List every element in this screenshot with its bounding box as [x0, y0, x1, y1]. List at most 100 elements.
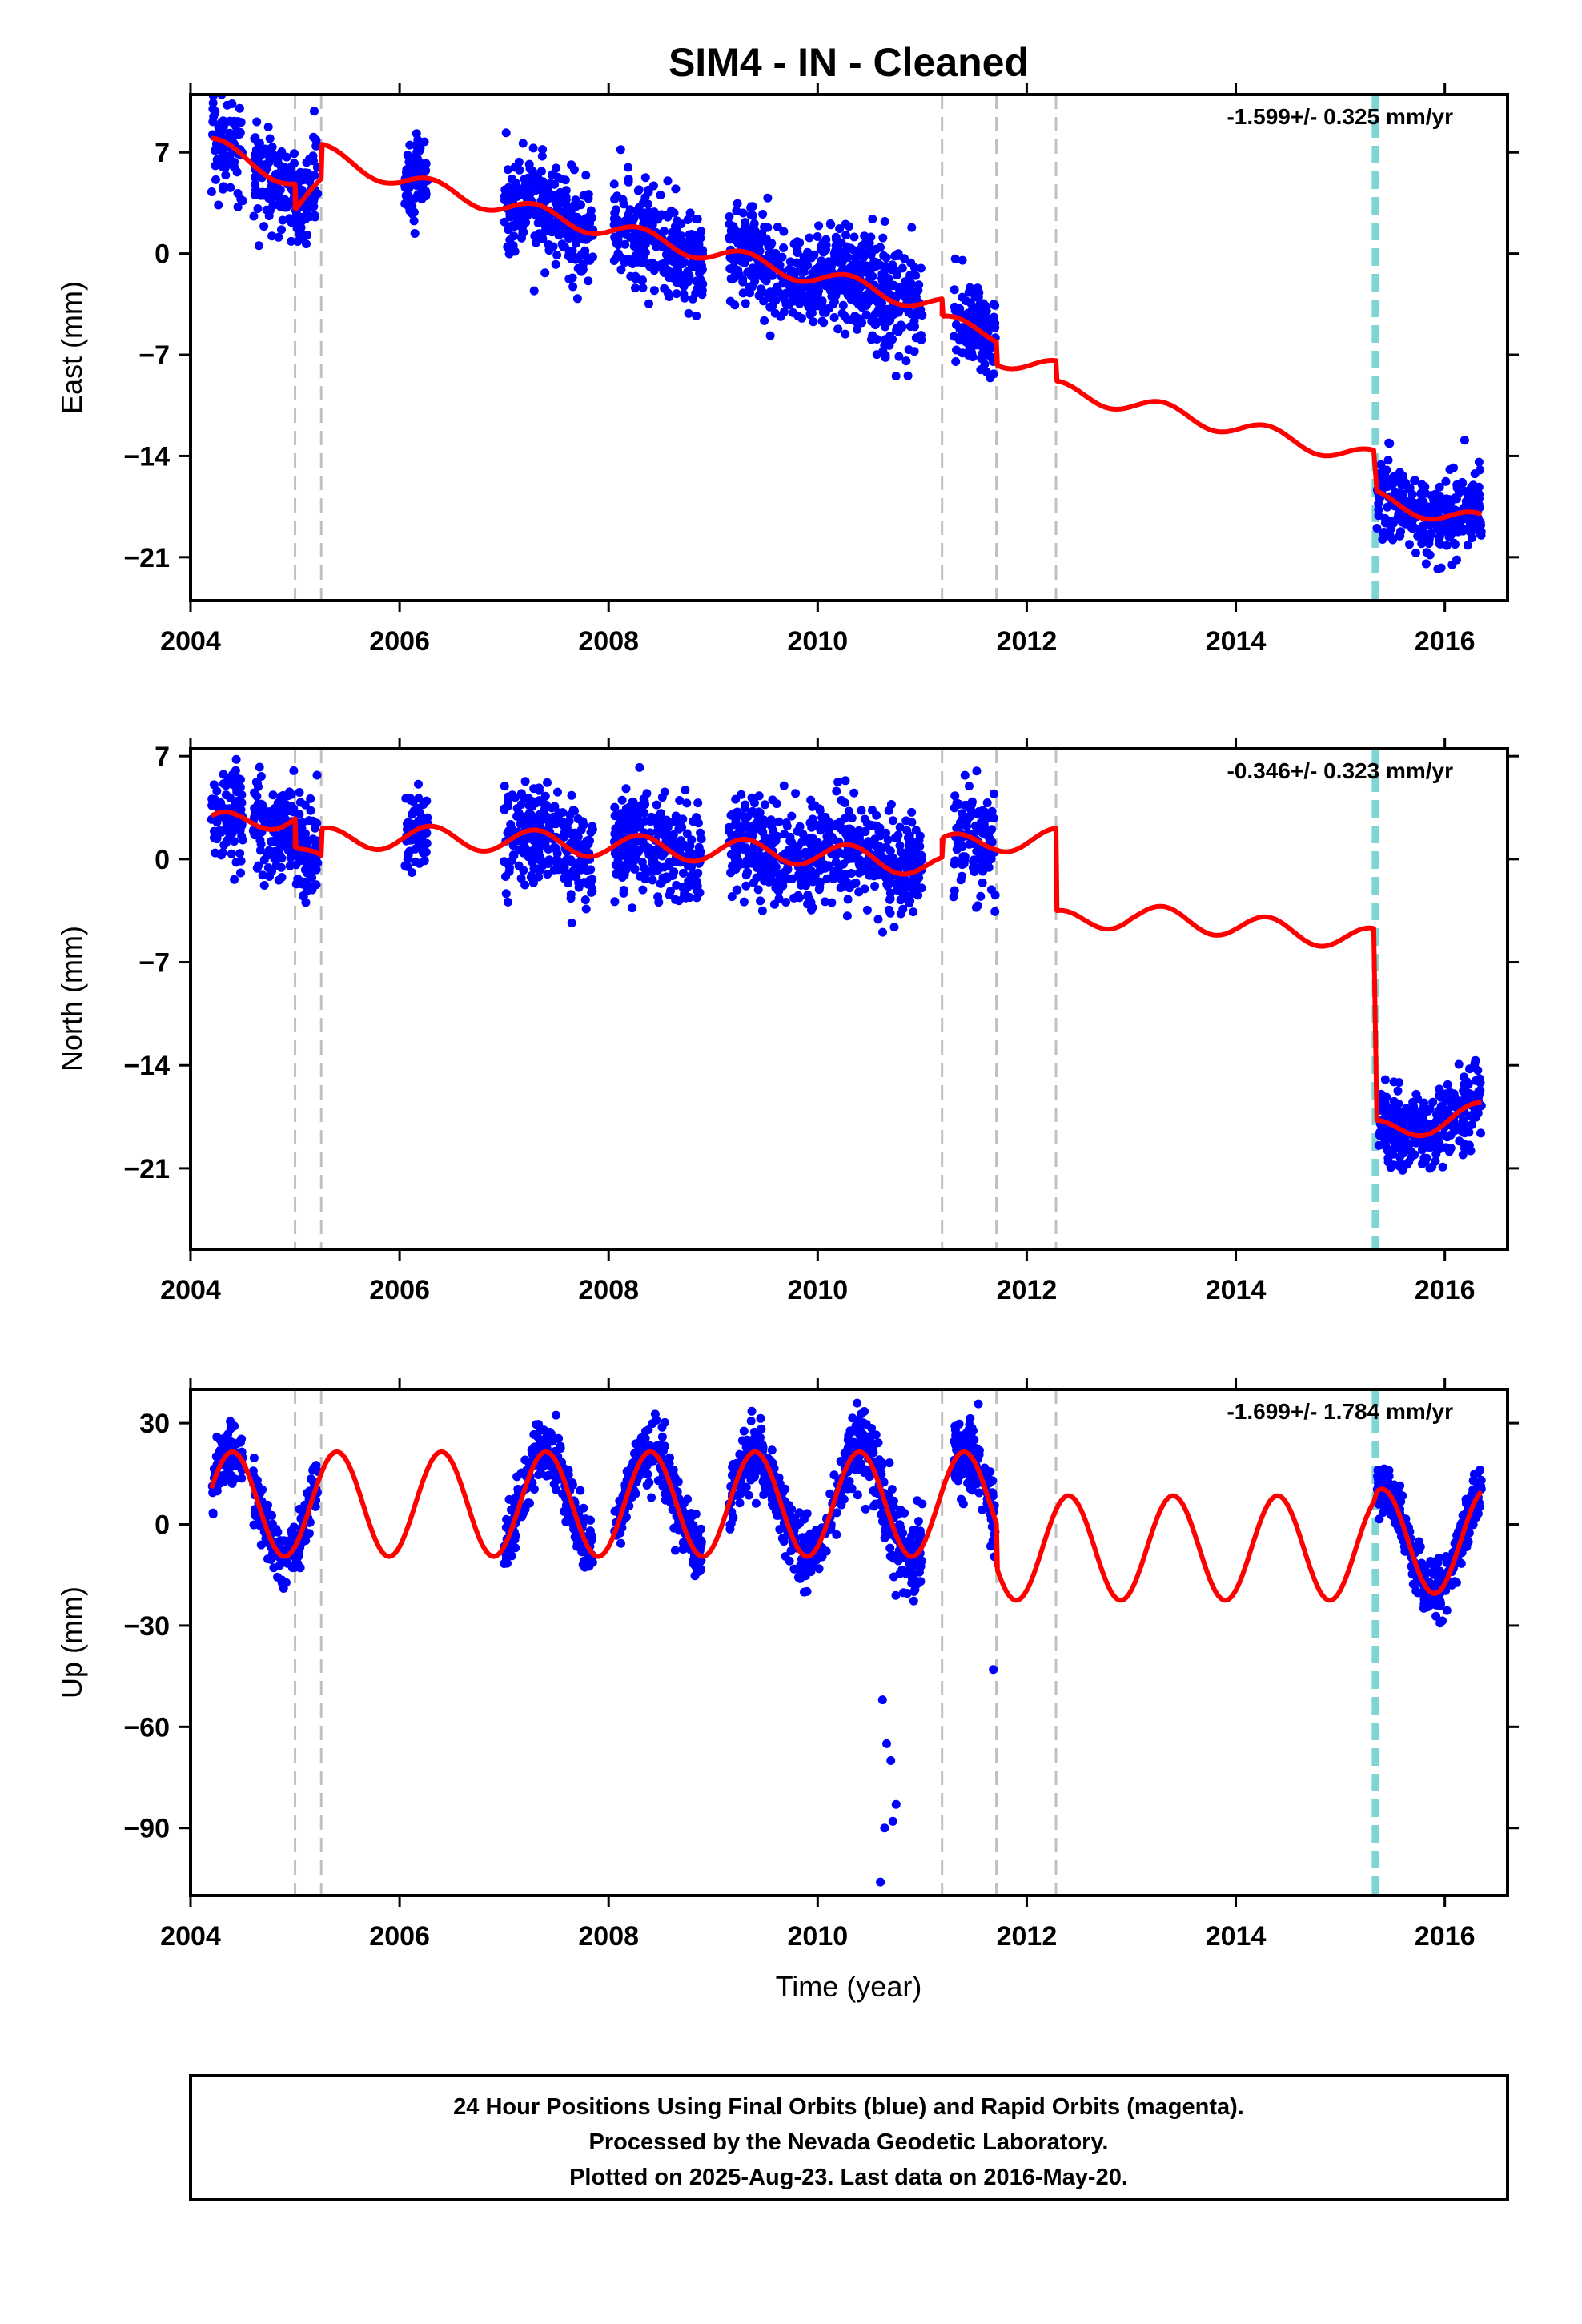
north-data-point: [821, 897, 829, 907]
up-data-point: [269, 1563, 279, 1573]
east-x-tick-label: 2006: [369, 626, 430, 657]
north-data-point: [611, 829, 620, 838]
east-data-point: [210, 83, 219, 92]
east-data-point: [679, 271, 689, 280]
east-data-point: [282, 152, 291, 162]
north-data-point: [414, 779, 423, 789]
north-data-point: [228, 774, 238, 784]
north-data-point: [774, 894, 784, 903]
north-data-point: [753, 885, 763, 895]
north-data-point: [986, 854, 996, 864]
north-data-point: [540, 813, 549, 822]
north-data-point: [843, 895, 853, 904]
east-data-point: [640, 257, 649, 267]
east-data-point: [683, 215, 693, 224]
north-data-point: [794, 870, 804, 879]
east-data-point: [259, 191, 269, 200]
north-data-point: [624, 802, 634, 812]
north-data-point: [1425, 1164, 1435, 1173]
north-data-point: [833, 778, 843, 787]
north-data-point: [805, 834, 815, 843]
east-data-point: [725, 296, 735, 306]
up-data-point: [564, 1466, 573, 1475]
east-data-point: [586, 206, 596, 215]
north-data-point: [581, 845, 591, 854]
north-data-point: [682, 798, 692, 808]
east-data-point: [267, 231, 277, 241]
east-data-point: [1388, 535, 1398, 545]
north-data-point: [634, 836, 644, 846]
east-data-point: [867, 263, 877, 273]
north-data-point: [225, 830, 235, 839]
east-data-point: [561, 186, 571, 195]
east-axis-label: East (mm): [55, 281, 88, 414]
east-data-point: [638, 275, 647, 285]
up-data-point: [524, 1498, 533, 1507]
north-data-point: [637, 858, 647, 867]
east-data-point: [630, 238, 640, 247]
east-data-point: [1417, 480, 1427, 489]
north-data-point: [1459, 1086, 1468, 1096]
north-data-point: [227, 849, 236, 858]
east-data-point: [765, 248, 774, 258]
east-data-point: [252, 117, 262, 127]
north-data-point: [976, 891, 986, 901]
north-data-point: [610, 897, 620, 907]
east-data-point: [793, 248, 802, 258]
north-data-point: [1381, 1142, 1391, 1152]
north-x-tick-label: 2010: [788, 1275, 849, 1305]
north-data-point: [986, 885, 996, 895]
east-data-point: [779, 227, 789, 236]
east-data-point: [624, 163, 633, 172]
east-data-point: [1435, 539, 1445, 549]
up-data-point: [636, 1441, 646, 1451]
north-data-point: [277, 829, 287, 838]
east-data-point: [259, 148, 268, 158]
north-data-point: [865, 869, 874, 879]
east-data-point: [568, 282, 578, 292]
east-data-point: [907, 223, 917, 232]
east-model-curve: [210, 135, 1484, 522]
east-data-point: [855, 250, 865, 259]
east-data-point: [221, 171, 231, 180]
east-data-point: [308, 151, 318, 161]
north-data-point: [295, 788, 304, 797]
north-data-point: [890, 859, 900, 869]
north-data-point: [528, 878, 538, 887]
north-data-point: [610, 802, 620, 812]
up-data-point: [616, 1538, 625, 1548]
east-data-point: [955, 324, 965, 334]
east-data-point: [904, 308, 913, 317]
north-data-point: [666, 887, 675, 895]
up-data-points: [207, 1398, 1486, 1887]
east-data-point: [287, 218, 296, 227]
east-data-point: [761, 234, 771, 243]
east-data-point: [780, 278, 789, 287]
east-data-point: [554, 231, 564, 240]
east-data-point: [1374, 511, 1383, 521]
north-data-point: [278, 797, 287, 806]
east-data-point: [515, 207, 524, 216]
north-data-point: [1419, 1099, 1428, 1108]
east-data-point: [609, 179, 619, 189]
north-data-point: [580, 895, 590, 905]
up-data-point: [234, 1462, 243, 1471]
north-data-point: [741, 881, 751, 891]
up-data-point: [746, 1417, 756, 1425]
east-data-point: [672, 289, 681, 299]
east-data-point: [841, 246, 851, 255]
north-data-point: [873, 915, 883, 924]
north-data-point: [793, 842, 803, 851]
north-data-point: [500, 782, 509, 791]
north-data-point: [763, 869, 773, 878]
north-data-point: [675, 839, 684, 849]
north-data-point: [235, 782, 245, 792]
north-data-point: [741, 800, 750, 810]
north-data-point: [749, 848, 757, 858]
east-data-point: [1429, 498, 1439, 508]
east-data-point: [267, 195, 275, 203]
east-data-point: [536, 181, 545, 191]
north-data-point: [540, 791, 550, 801]
east-data-point: [533, 219, 543, 227]
east-data-point: [302, 158, 311, 167]
